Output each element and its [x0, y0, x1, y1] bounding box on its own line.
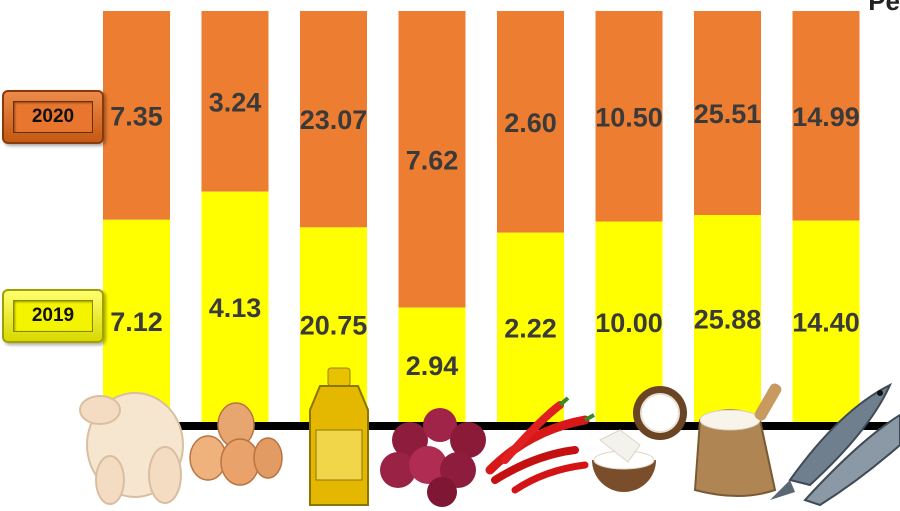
value-label-2019-chilies: 2.22 [504, 313, 557, 343]
bar-2020-cooking-oil [300, 11, 367, 228]
value-labels-layer: 7.35 7.12 3.24 4.13 23.07 20.75 7.62 2.94 2.60 2.… [110, 87, 860, 380]
legend-2019: 2019 [2, 289, 104, 343]
eggs-icon [189, 402, 283, 486]
shallots-icon [380, 408, 486, 507]
value-label-2019-rice: 25.88 [694, 305, 762, 335]
bar-2019-rice [694, 215, 761, 422]
bar-2019-chilies [497, 232, 564, 422]
rice-sack-icon [693, 383, 782, 497]
value-label-2020-cooking-oil: 23.07 [300, 105, 368, 135]
bar-2019-shallots [398, 307, 466, 422]
bars-layer [103, 11, 860, 422]
cropped-corner-text: Pe [868, 0, 900, 16]
chicken-icon [79, 392, 184, 505]
value-label-2019-shallots: 2.94 [406, 351, 459, 381]
value-label-2020-chicken: 7.35 [110, 101, 163, 131]
legend-2020: 2020 [2, 90, 104, 144]
fish-icon [770, 382, 900, 507]
value-label-2019-fish: 14.40 [792, 307, 860, 337]
bar-2019-eggs [201, 191, 269, 422]
bar-2020-coconut [595, 11, 663, 222]
bar-2020-chilies [497, 11, 564, 233]
bar-2020-fish [792, 11, 860, 221]
legend-2019-label: 2019 [13, 300, 93, 332]
legend-2020-label: 2020 [13, 101, 93, 133]
value-label-2020-coconut: 10.50 [595, 102, 663, 132]
bar-2019-chicken [103, 219, 170, 422]
bar-2020-eggs [201, 11, 269, 192]
bar-2020-shallots [398, 11, 466, 308]
baseline [92, 422, 900, 430]
value-label-2020-eggs: 3.24 [209, 87, 262, 117]
value-label-2020-chilies: 2.60 [504, 108, 557, 138]
value-label-2019-coconut: 10.00 [595, 308, 663, 338]
cooking-oil-icon [309, 367, 369, 506]
value-label-2020-shallots: 7.62 [406, 145, 459, 175]
bar-2020-chicken [103, 11, 170, 220]
value-label-2019-eggs: 4.13 [209, 293, 262, 323]
coconut-icon [592, 386, 687, 492]
value-label-2020-fish: 14.99 [792, 102, 860, 132]
value-label-2019-cooking-oil: 20.75 [300, 311, 368, 341]
bar-2019-fish [792, 220, 860, 422]
bar-2020-rice [694, 11, 761, 216]
food-icons-layer [79, 367, 900, 507]
chilies-icon [485, 396, 595, 494]
value-label-2019-chicken: 7.12 [110, 307, 163, 337]
value-label-2020-rice: 25.51 [694, 99, 762, 129]
